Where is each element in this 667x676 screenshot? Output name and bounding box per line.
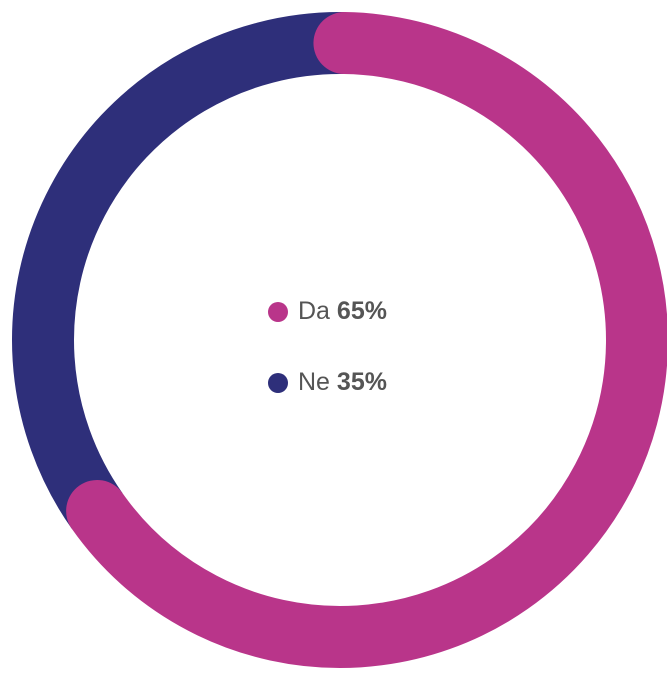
legend-label: Ne 35% — [298, 368, 387, 396]
legend-category: Ne — [298, 368, 330, 396]
donut-segment — [66, 12, 667, 668]
legend-category: Da — [298, 297, 330, 325]
donut-segment — [12, 12, 345, 529]
legend-swatch — [268, 373, 288, 393]
legend-swatch — [268, 302, 288, 322]
legend-label: Da 65% — [298, 297, 387, 325]
legend-value: 35% — [337, 368, 387, 396]
legend-value: 65% — [337, 297, 387, 325]
